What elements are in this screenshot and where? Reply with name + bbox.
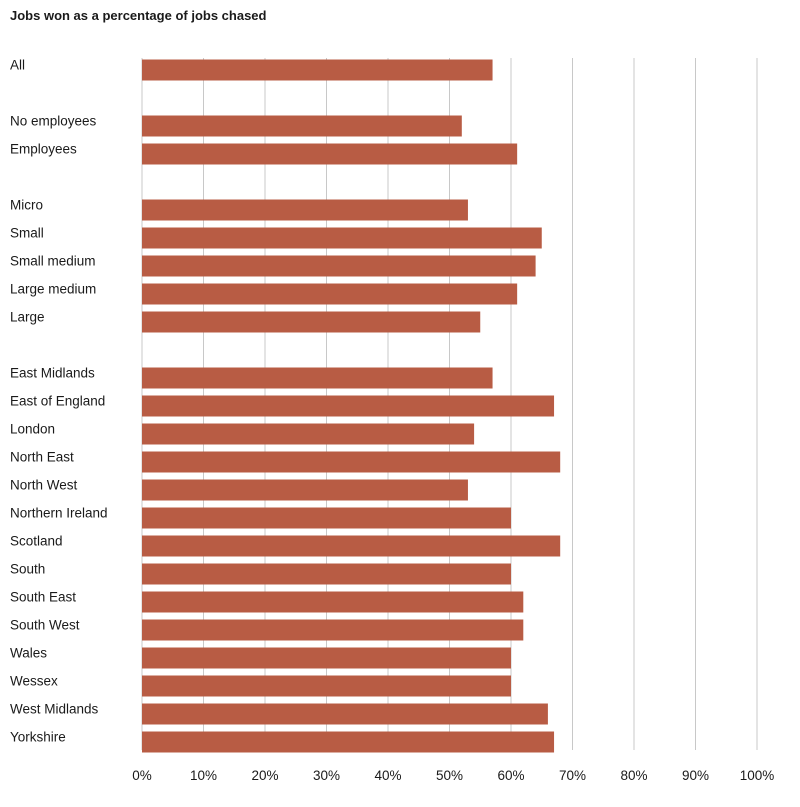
bar (142, 451, 561, 473)
category-label: East of England (10, 394, 105, 409)
bar (142, 199, 468, 221)
x-tick-label: 40% (374, 768, 401, 783)
x-tick-label: 60% (497, 768, 524, 783)
bar (142, 143, 518, 165)
x-tick-label: 100% (740, 768, 775, 783)
bar (142, 535, 561, 557)
bar (142, 395, 555, 417)
bar (142, 507, 511, 529)
category-label: North East (10, 450, 74, 465)
bar (142, 59, 493, 81)
bar (142, 283, 518, 305)
label-layer: All No employees Employees Micro Small Small … (10, 58, 108, 745)
x-tick-label: 20% (251, 768, 278, 783)
bar (142, 479, 468, 501)
category-label: Small (10, 226, 44, 241)
chart-title: Jobs won as a percentage of jobs chased (10, 8, 267, 23)
category-label: Large medium (10, 282, 96, 297)
category-label: East Midlands (10, 366, 95, 381)
x-tick-label: 10% (190, 768, 217, 783)
category-label: No employees (10, 114, 97, 129)
bar (142, 423, 475, 445)
bar (142, 731, 555, 753)
bar (142, 255, 536, 277)
category-label: All (10, 58, 25, 73)
bar (142, 563, 511, 585)
category-label: Northern Ireland (10, 506, 108, 521)
x-tick-label: 80% (620, 768, 647, 783)
category-label: Scotland (10, 534, 63, 549)
x-tick-label: 0% (132, 768, 152, 783)
category-label: West Midlands (10, 702, 99, 717)
category-label: Micro (10, 198, 43, 213)
category-label: Yorkshire (10, 730, 66, 745)
category-label: Wessex (10, 674, 58, 689)
category-label: Employees (10, 142, 77, 157)
bar-layer (142, 59, 561, 753)
category-label: South (10, 562, 45, 577)
x-tick-label: 30% (313, 768, 340, 783)
category-label: South East (10, 590, 76, 605)
x-tick-label: 90% (682, 768, 709, 783)
bar (142, 591, 524, 613)
bar (142, 675, 511, 697)
category-label: London (10, 422, 55, 437)
bar (142, 619, 524, 641)
bar (142, 311, 481, 333)
tick-layer: 0% 10% 20% 30% 40% 50% 60% 70% 80% 90% 100% (132, 768, 774, 783)
bar (142, 367, 493, 389)
category-label: North West (10, 478, 78, 493)
bar (142, 115, 462, 137)
x-tick-label: 50% (436, 768, 463, 783)
category-label: Small medium (10, 254, 96, 269)
category-label: Wales (10, 646, 47, 661)
category-label: South West (10, 618, 80, 633)
bar (142, 703, 548, 725)
bar (142, 647, 511, 669)
bar (142, 227, 542, 249)
category-label: Large (10, 310, 45, 325)
x-tick-label: 70% (559, 768, 586, 783)
